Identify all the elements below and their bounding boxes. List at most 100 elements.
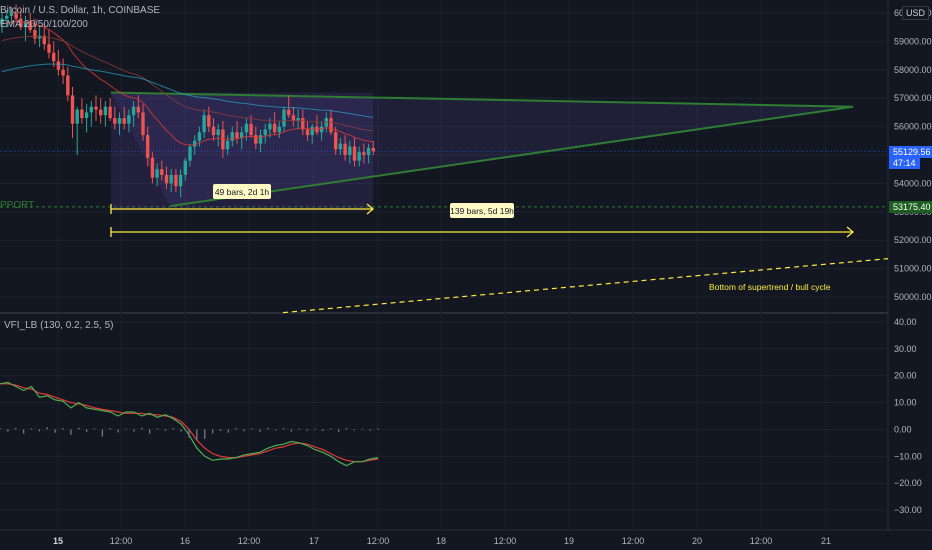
vfi-legend[interactable]: VFI_LB (130, 0.2, 2.5, 5): [4, 320, 114, 331]
vfi-tick-label: −20.00: [894, 478, 922, 488]
candle-down: [122, 118, 126, 124]
grid-lines: [0, 0, 932, 531]
candle-down: [150, 157, 155, 178]
vfi-tick-label: 40.00: [894, 317, 917, 327]
candle-down: [329, 118, 333, 133]
candle-down: [249, 123, 253, 136]
time-tick-label: 12:00: [494, 536, 517, 546]
candle-up: [0, 18, 4, 25]
bars-short-label: 49 bars, 2d 1h: [215, 187, 270, 197]
price-tick-label: 50000.00: [894, 292, 932, 302]
time-tick-label: 15: [53, 536, 63, 546]
candle-up: [230, 132, 234, 141]
candle-up: [103, 106, 108, 116]
candle-up: [202, 115, 206, 133]
support-label: PPORT: [0, 200, 35, 211]
candle-up: [131, 106, 136, 116]
vfi-tick-label: −30.00: [894, 505, 922, 515]
ema-legend[interactable]: EMA 20/50/100/200: [0, 19, 88, 30]
time-tick-label: 12:00: [367, 536, 390, 546]
time-tick-label: 20: [692, 536, 702, 546]
candle-down: [113, 118, 117, 124]
vfi-tick-label: −10.00: [894, 451, 922, 461]
ema-long-line: [1, 63, 374, 118]
candle-up: [263, 129, 267, 136]
candle-down: [146, 135, 150, 158]
vfi-tick-label: 20.00: [894, 371, 917, 381]
candle-down: [160, 169, 164, 175]
candle-up: [9, 13, 14, 16]
candle-up: [37, 35, 42, 39]
time-tick-label: 12:00: [110, 536, 133, 546]
candle-down: [28, 21, 32, 31]
candle-down: [80, 109, 84, 119]
supertrend-label: Bottom of supertrend / bull cycle: [709, 282, 831, 292]
candle-up: [338, 143, 343, 150]
candle-up: [277, 126, 281, 133]
symbol-title[interactable]: Bitcoin / U.S. Dollar, 1h, COINBASE: [0, 5, 161, 16]
time-tick-label: 21: [821, 536, 831, 546]
candle-down: [47, 44, 51, 53]
candle-up: [240, 132, 244, 138]
candle-down: [305, 129, 310, 136]
vfi-axis: 40.00 30.00 20.00 10.00 0.00 −10.00 −20.00 −30.…: [894, 317, 922, 515]
candle-down: [334, 132, 338, 150]
candle-down: [14, 13, 18, 19]
vfi-tick-label: 10.00: [894, 398, 917, 408]
candle-up: [197, 132, 202, 141]
vfi-signal-line: [0, 383, 379, 463]
candle-up: [258, 135, 263, 144]
vfi-tick-label: 0.00: [894, 424, 912, 434]
candle-up: [84, 112, 89, 119]
measure-arrow-long-head: [846, 226, 855, 238]
supertrend-line: [282, 258, 889, 314]
candle-up: [183, 160, 187, 175]
candle-down: [141, 112, 145, 136]
candle-up: [75, 109, 79, 124]
time-tick-label: 12:00: [622, 536, 645, 546]
candle-up: [348, 146, 352, 155]
bars-long-label-box: [450, 203, 514, 218]
vfi-layer: [0, 381, 379, 467]
candle-down: [52, 52, 56, 62]
price-tick-label: 56000.00: [894, 122, 932, 132]
time-tick-label: 19: [564, 536, 574, 546]
last-price-badge: 55129.56: [889, 146, 932, 158]
candle-down: [42, 35, 46, 45]
candle-down: [352, 146, 357, 161]
time-tick-label: 18: [436, 536, 446, 546]
candle-down: [343, 143, 347, 155]
candle-up: [225, 140, 230, 150]
candle-up: [296, 118, 300, 121]
time-axis: 15 12:00 16 12:00 17 12:00 18 12:00 19 12:00 20 12:…: [53, 536, 831, 546]
price-tick-label: 51000.00: [894, 264, 932, 274]
candle-down: [61, 69, 65, 76]
candle-down: [362, 152, 366, 155]
candle-down: [108, 106, 112, 119]
candle-down: [33, 30, 37, 39]
candle-down: [235, 132, 239, 138]
price-tick-label: 58000.00: [894, 65, 932, 75]
candles-layer: [0, 4, 375, 198]
support-price-badge: 53175.40: [889, 201, 932, 213]
candle-up: [23, 21, 28, 28]
triangle-lower-edge: [169, 105, 854, 208]
vfi-main-line: [0, 381, 379, 467]
candle-down: [174, 174, 178, 187]
price-tick-label: 57000.00: [894, 93, 932, 103]
time-tick-label: 12:00: [750, 536, 773, 546]
candle-up: [357, 152, 361, 161]
currency-button[interactable]: USD: [902, 6, 930, 20]
candle-up: [127, 115, 131, 124]
bars-long-label: 139 bars, 5d 19h: [450, 206, 514, 216]
candle-up: [169, 174, 173, 184]
candle-up: [117, 118, 122, 124]
annotation-labels: 49 bars, 2d 1h 139 bars, 5d 19h Bottom of …: [213, 184, 831, 292]
candle-down: [301, 118, 305, 130]
candle-down: [164, 174, 169, 184]
triangle-upper-edge: [110, 91, 854, 108]
candle-down: [211, 126, 216, 136]
candle-up: [89, 106, 93, 113]
candle-up: [310, 126, 314, 136]
